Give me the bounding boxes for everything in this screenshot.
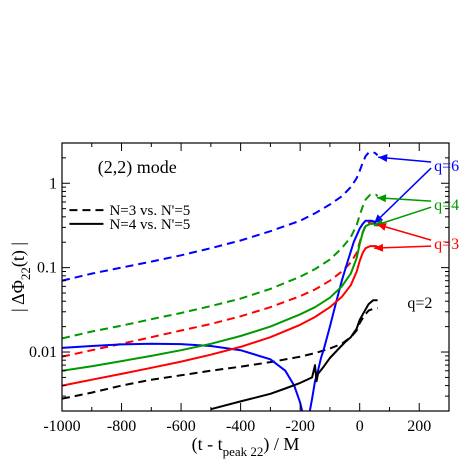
axes-group xyxy=(61,142,450,412)
arrow-q-6-solid-head xyxy=(373,214,384,224)
y-tick-label: 0.01 xyxy=(29,344,57,361)
arrow-q-3-dashed-head xyxy=(376,223,387,231)
arrow-group xyxy=(373,154,432,252)
x-tick-label: -800 xyxy=(107,418,136,435)
x-tick-label: 200 xyxy=(407,418,431,435)
arrow-q-4-solid xyxy=(373,206,432,227)
arrow-q-6-dashed-head xyxy=(378,154,388,163)
series-q-6-dashed xyxy=(62,151,379,282)
q-label-q-2: q=2 xyxy=(407,295,432,312)
arrow-q-4-dashed xyxy=(376,196,432,202)
x-tick-label: 0 xyxy=(356,418,364,435)
y-tick-label: 1 xyxy=(49,175,57,192)
series-q-3-dashed xyxy=(62,220,379,358)
q-label-q-4: q=4 xyxy=(434,197,459,214)
arrow-q-3-solid xyxy=(373,245,432,249)
series-q-6-solid xyxy=(62,219,375,411)
arrow-q-3-dashed xyxy=(376,223,432,241)
mode-annotation: (2,2) mode xyxy=(98,157,177,178)
y-axis-label: | ΔΦ22(t) | xyxy=(8,242,33,312)
series-q-2-dashed xyxy=(62,307,378,400)
x-tick-label: -600 xyxy=(166,418,195,435)
x-tick-label: -200 xyxy=(285,418,314,435)
plot-frame xyxy=(61,142,450,412)
q-label-q-6: q=6 xyxy=(434,158,459,175)
series-q-3-solid xyxy=(62,245,379,387)
x-tick-label: -1000 xyxy=(43,418,80,435)
legend-entry-dashed: N=3 vs. N'=5 xyxy=(109,203,190,219)
x-axis-label: (t - tpeak 22) / M xyxy=(192,434,300,459)
arrow-q-3-solid-head xyxy=(373,243,384,252)
legend-entry-solid: N=4 vs. N'=5 xyxy=(109,217,190,233)
x-tick-label: -400 xyxy=(226,418,255,435)
arrow-q-6-solid xyxy=(373,167,432,225)
series-group xyxy=(62,151,379,411)
series-q-4-solid xyxy=(62,222,379,372)
q-label-q-3: q=3 xyxy=(434,236,459,253)
y-tick-label: 0.1 xyxy=(37,260,57,277)
series-q-2-solid xyxy=(210,299,378,411)
series-q-4-dashed xyxy=(62,193,379,340)
arrow-q-4-dashed-head xyxy=(376,194,387,203)
